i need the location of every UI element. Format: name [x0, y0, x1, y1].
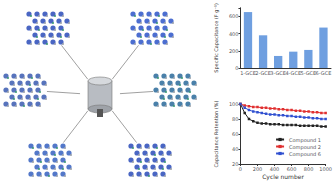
svg-text:3-GCE: 3-GCE — [270, 70, 286, 76]
svg-text:600: 600 — [229, 13, 239, 19]
svg-text:400: 400 — [270, 166, 280, 172]
svg-text:200: 200 — [229, 48, 239, 54]
svg-text:100: 100 — [229, 101, 239, 107]
svg-text:Specific Capacitance (F g⁻¹): Specific Capacitance (F g⁻¹) — [213, 3, 220, 73]
svg-text:2-GCE: 2-GCE — [255, 70, 271, 76]
svg-text:60: 60 — [232, 131, 238, 137]
svg-text:400: 400 — [229, 31, 239, 37]
svg-text:6-GCE: 6-GCE — [316, 70, 332, 76]
svg-text:40: 40 — [232, 146, 238, 152]
svg-text:Compound 6: Compound 6 — [289, 151, 321, 158]
svg-text:80: 80 — [232, 116, 238, 122]
svg-text:200: 200 — [253, 166, 263, 172]
svg-text:5-GCE: 5-GCE — [301, 70, 317, 76]
svg-text:1000: 1000 — [319, 166, 332, 172]
svg-text:0: 0 — [235, 65, 238, 71]
svg-text:0: 0 — [239, 166, 242, 172]
svg-text:800: 800 — [304, 166, 314, 172]
svg-text:Compound 2: Compound 2 — [289, 144, 321, 151]
svg-text:1-GCE: 1-GCE — [240, 70, 256, 76]
svg-text:Capacitance Retention (%): Capacitance Retention (%) — [213, 101, 220, 168]
svg-text:Compound 1: Compound 1 — [289, 137, 321, 144]
svg-text:Cycle number: Cycle number — [262, 173, 304, 181]
svg-text:20: 20 — [232, 161, 238, 167]
svg-text:600: 600 — [287, 166, 297, 172]
svg-text:4-GCE: 4-GCE — [285, 70, 301, 76]
